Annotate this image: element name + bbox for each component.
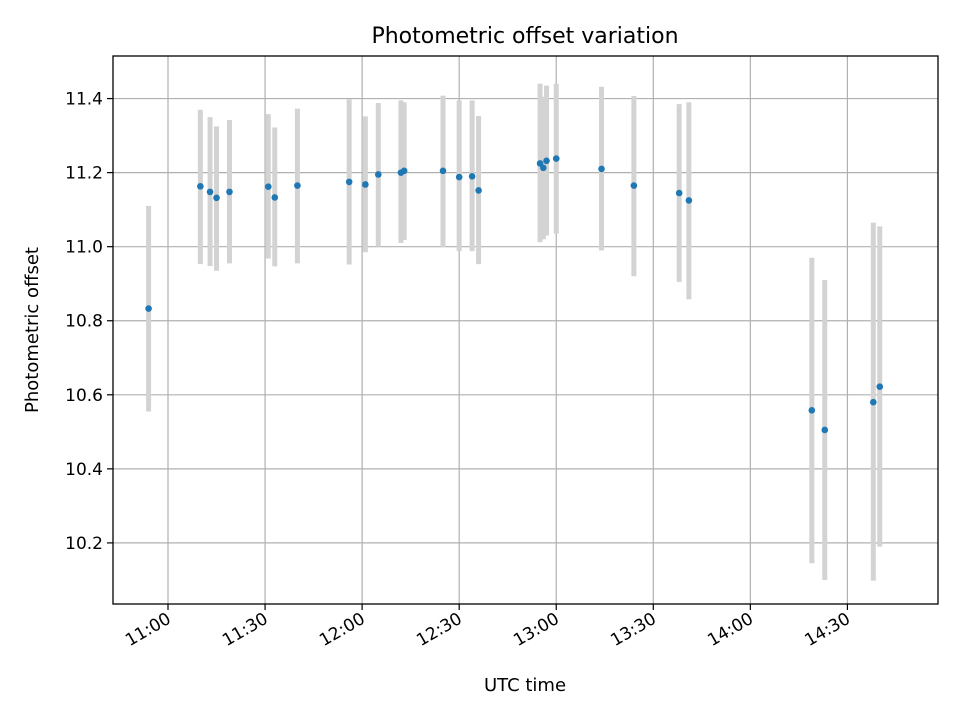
data-point bbox=[400, 167, 408, 175]
data-point bbox=[539, 164, 547, 172]
data-point bbox=[543, 157, 550, 165]
data-point bbox=[675, 189, 683, 197]
data-point bbox=[294, 182, 301, 189]
data-points bbox=[145, 155, 884, 434]
data-point bbox=[374, 171, 382, 178]
data-point bbox=[808, 407, 816, 414]
plot-frame bbox=[112, 55, 939, 605]
y-tick-label: 11.4 bbox=[65, 90, 103, 110]
y-tick-label: 10.8 bbox=[65, 312, 103, 332]
data-point bbox=[552, 155, 560, 162]
data-point bbox=[821, 426, 829, 434]
data-point bbox=[345, 178, 353, 186]
chart-title: Photometric offset variation bbox=[371, 24, 678, 49]
data-point bbox=[264, 183, 272, 191]
data-point bbox=[213, 194, 220, 202]
data-point bbox=[468, 173, 476, 180]
y-tick-label: 11.2 bbox=[65, 164, 103, 184]
data-point bbox=[226, 188, 233, 196]
data-point bbox=[271, 194, 279, 201]
data-point bbox=[439, 167, 447, 175]
x-axis-label: UTC time bbox=[484, 675, 566, 696]
data-point bbox=[455, 173, 463, 181]
y-tick-label: 10.6 bbox=[65, 386, 103, 406]
y-tick-label: 11.0 bbox=[65, 238, 103, 258]
y-tick-label: 10.4 bbox=[65, 460, 103, 480]
data-point bbox=[206, 188, 214, 196]
data-point bbox=[145, 305, 152, 312]
y-axis-label: Photometric offset bbox=[22, 247, 43, 413]
data-point bbox=[362, 181, 369, 188]
data-point bbox=[475, 187, 482, 194]
data-point bbox=[685, 197, 693, 204]
y-tick-label: 10.2 bbox=[65, 534, 103, 554]
data-point bbox=[197, 183, 204, 190]
data-point bbox=[630, 182, 638, 189]
data-point bbox=[598, 165, 605, 173]
data-point bbox=[876, 383, 884, 390]
data-point bbox=[869, 398, 877, 406]
grid bbox=[113, 56, 938, 604]
